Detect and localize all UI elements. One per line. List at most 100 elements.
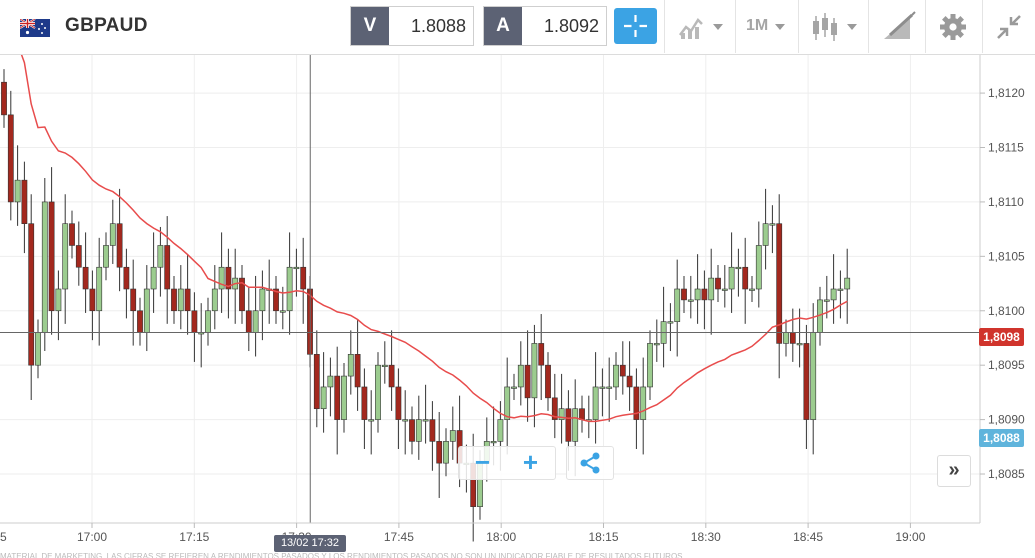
bullish-candle xyxy=(205,310,211,333)
bullish-candle xyxy=(653,343,660,346)
bullish-candle xyxy=(320,386,327,410)
bullish-candle xyxy=(402,419,409,422)
bullish-candle xyxy=(103,245,109,268)
bullish-candle xyxy=(279,310,286,313)
bullish-candle xyxy=(41,201,48,333)
bearish-candle xyxy=(409,419,415,442)
bullish-candle xyxy=(531,343,538,399)
bearish-candle xyxy=(701,288,708,301)
bullish-candle xyxy=(687,299,694,302)
x-tick-label: 18:00 xyxy=(486,530,516,544)
buy-price: 1.8092 xyxy=(543,16,599,36)
x-tick-label: 18:30 xyxy=(691,530,721,544)
crosshair-icon xyxy=(624,15,647,37)
price-chart[interactable]: 1,8085 1,8090 1,8095 1,8100 1,8105 1,8110 1,81… xyxy=(0,55,1035,558)
timeframe-selector[interactable]: 1M xyxy=(741,7,793,47)
bullish-candle xyxy=(735,266,742,270)
bullish-candle xyxy=(592,386,599,420)
bullish-candle xyxy=(14,179,21,203)
toolbar-divider xyxy=(664,0,665,53)
bearish-candle xyxy=(130,288,137,312)
bullish-candle xyxy=(55,288,62,312)
bearish-candle xyxy=(184,288,191,312)
disclaimer-text: MATERIAL DE MARKETING. LAS CIFRAS SE REF… xyxy=(0,553,685,558)
bearish-candle xyxy=(300,266,307,290)
bearish-candle xyxy=(334,375,341,420)
moving-average-line xyxy=(20,55,848,423)
y-tick-label: 1,8095 xyxy=(988,358,1025,372)
x-tick-label: 19:00 xyxy=(895,530,925,544)
sell-quote-button[interactable]: V 1.8088 xyxy=(350,6,474,46)
bullish-candle xyxy=(694,288,701,301)
settings-button[interactable] xyxy=(934,7,972,47)
toolbar-divider xyxy=(735,0,736,53)
bullish-candle xyxy=(511,386,517,389)
bullish-candle xyxy=(157,245,164,268)
bullish-candle xyxy=(769,223,776,226)
bearish-candle xyxy=(69,223,75,246)
chart-toolbar: GBPAUD V 1.8088 A 1.8092 1M xyxy=(0,0,1035,55)
bullish-candle xyxy=(674,288,681,322)
crosshair-time-tag: 13/02 17:32 xyxy=(274,535,346,552)
collapse-icon xyxy=(997,15,1021,39)
bearish-candle xyxy=(619,364,626,377)
zoom-in-button[interactable]: + xyxy=(522,447,539,477)
bearish-candle xyxy=(354,354,361,388)
indicators-icon xyxy=(679,18,723,39)
toolbar-divider xyxy=(982,0,983,53)
bullish-candle xyxy=(497,419,504,442)
bearish-candle xyxy=(7,114,14,203)
bearish-candle xyxy=(21,179,28,224)
collapse-button[interactable] xyxy=(990,7,1028,47)
bearish-candle xyxy=(545,364,551,399)
bearish-candle xyxy=(429,419,436,442)
bearish-candle xyxy=(538,343,545,366)
chart-type-button[interactable] xyxy=(808,7,862,47)
bearish-candle xyxy=(123,266,130,290)
sell-price: 1.8088 xyxy=(410,16,466,36)
bearish-candle xyxy=(82,266,89,290)
bullish-candle xyxy=(211,288,218,312)
bearish-candle xyxy=(1,81,7,116)
bullish-candle xyxy=(708,277,715,301)
bullish-candle xyxy=(572,408,579,442)
bearish-candle xyxy=(565,408,572,442)
bearish-candle xyxy=(89,288,96,312)
crosshair-button[interactable] xyxy=(614,8,657,44)
bearish-candle xyxy=(633,386,640,420)
bullish-candle xyxy=(415,419,422,442)
bullish-candle xyxy=(844,277,851,290)
x-tick-label: 17:00 xyxy=(77,530,107,544)
drawing-tools-icon xyxy=(884,11,916,39)
bullish-candle xyxy=(150,266,157,290)
bearish-candle xyxy=(239,277,245,312)
bullish-candle xyxy=(347,354,354,377)
bearish-candle xyxy=(436,441,443,464)
indicators-button[interactable] xyxy=(676,7,728,47)
y-tick-label: 1,8110 xyxy=(988,195,1024,209)
bearish-candle xyxy=(225,266,232,290)
bullish-candle xyxy=(837,288,844,291)
bullish-candle xyxy=(810,332,817,420)
y-tick-label: 1,8115 xyxy=(988,141,1024,155)
crosshair-price-tag: 1,8098 xyxy=(979,328,1024,346)
bearish-candle xyxy=(776,223,783,344)
bearish-candle xyxy=(361,386,368,420)
bullish-candle xyxy=(490,441,497,444)
share-icon xyxy=(580,452,600,474)
bullish-candle xyxy=(109,223,116,246)
drawing-tools-button[interactable] xyxy=(878,7,918,47)
scroll-to-latest-button[interactable]: » xyxy=(937,455,971,487)
toolbar-divider xyxy=(798,0,799,53)
zoom-out-button[interactable]: − xyxy=(474,447,491,477)
bearish-candle xyxy=(681,288,687,301)
bearish-candle xyxy=(313,354,320,410)
buy-quote-button[interactable]: A 1.8092 xyxy=(483,6,607,46)
share-button[interactable] xyxy=(566,446,614,480)
bullish-candle xyxy=(96,266,103,312)
bullish-candle xyxy=(606,386,613,389)
zoom-controls: − + xyxy=(458,446,556,480)
bearish-candle xyxy=(164,245,171,290)
bullish-candle xyxy=(35,332,41,366)
bearish-candle xyxy=(626,375,633,388)
